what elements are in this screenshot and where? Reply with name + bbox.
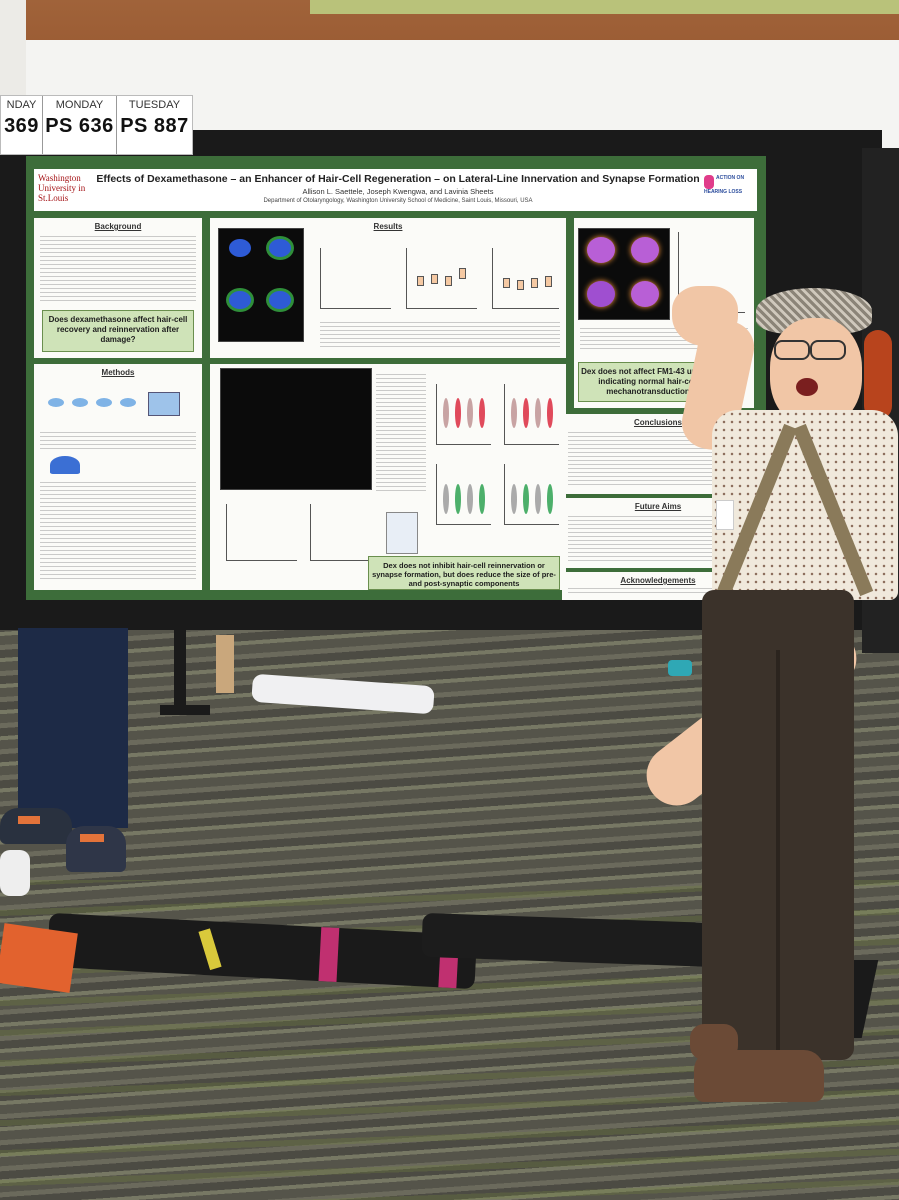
- violin-plot: [436, 464, 491, 525]
- schedule-code: PS 887: [120, 115, 189, 137]
- results-top-panel: Results: [210, 218, 566, 358]
- hand-icon: [704, 175, 714, 189]
- presenter-face: [770, 318, 862, 428]
- section-heading: Conclusions: [633, 418, 682, 427]
- schedule-day-2: MONDAY PS 636: [43, 96, 117, 154]
- microscopy-image-grid: [218, 228, 304, 342]
- section-heading: Background: [94, 222, 142, 231]
- schedule-day-label: MONDAY: [55, 99, 104, 111]
- body-text-lines: [568, 588, 748, 596]
- fish-illustration: [50, 456, 80, 474]
- bar-plot: [226, 504, 297, 561]
- session-schedule-sign: NDAY 369 MONDAY PS 636 TUESDAY PS 887: [0, 95, 193, 155]
- visitor-jeans: [18, 628, 128, 828]
- board-leg: [174, 630, 186, 710]
- section-heading: Methods: [101, 368, 135, 377]
- raised-hand: [672, 286, 738, 346]
- methods-panel: Methods: [34, 364, 202, 590]
- poster-authors: Allison L. Saettele, Joseph Kwengwa, and…: [302, 187, 494, 196]
- white-shoe: [0, 850, 30, 896]
- methods-diagram: [48, 384, 180, 424]
- schedule-day-3: TUESDAY PS 887: [117, 96, 192, 154]
- university-logo: Washington University in St.Louis: [38, 173, 86, 203]
- schedule-day-label: TUESDAY: [128, 99, 181, 111]
- illustration-inset: [386, 512, 418, 554]
- body-text-lines: [40, 482, 196, 582]
- caption-text: [376, 374, 426, 494]
- poster-title: Effects of Dexamethasone – an Enhancer o…: [96, 173, 700, 185]
- sponsor-logo: ACTION ON HEARING LOSS: [704, 175, 754, 205]
- visitor-shoe: [0, 808, 72, 844]
- violin-plot: [436, 384, 491, 445]
- background-panel: Background Does dexamethasone affect hai…: [34, 218, 202, 358]
- question-callout: Does dexamethasone affect hair-cell reco…: [42, 310, 194, 352]
- polka-dot-blouse: [712, 410, 898, 600]
- visitor-shoe: [66, 826, 126, 872]
- violin-plot: [504, 464, 559, 525]
- section-heading: Future Aims: [634, 502, 682, 511]
- sponsor-logo-text: ACTION ON HEARING LOSS: [704, 175, 745, 195]
- results-bottom-panel: Dex does not inhibit hair-cell reinnerva…: [210, 364, 566, 590]
- wall-green-stripe: [310, 0, 899, 14]
- cardboard-tube-standing: [216, 635, 234, 693]
- tube-tape: [318, 927, 340, 982]
- synapse-callout: Dex does not inhibit hair-cell reinnerva…: [368, 556, 560, 590]
- poster-header: Washington University in St.Louis Effect…: [34, 169, 757, 211]
- violin-plot: [504, 384, 559, 445]
- red-hair: [864, 330, 892, 420]
- box-plot: [406, 248, 477, 309]
- poster-affiliation: Department of Otolaryngology, Washington…: [263, 198, 533, 204]
- right-shoe: [694, 1050, 824, 1102]
- tube-tape: [198, 928, 222, 971]
- caption-text: [320, 322, 560, 350]
- section-heading: Results: [373, 222, 403, 231]
- bar-plot: [310, 504, 381, 561]
- schedule-day-label: NDAY: [6, 99, 37, 111]
- wristband: [668, 660, 692, 676]
- board-foot: [160, 705, 210, 715]
- schedule-code: PS 636: [45, 115, 114, 137]
- section-heading: Acknowledgements: [620, 576, 696, 585]
- schedule-code: 369: [4, 115, 39, 137]
- body-text-lines: [40, 236, 196, 304]
- brown-trousers: [702, 590, 854, 1060]
- research-poster: Washington University in St.Louis Effect…: [26, 156, 766, 600]
- schedule-day-1: NDAY 369: [1, 96, 43, 154]
- confocal-image-grid: [220, 368, 372, 490]
- body-text-lines: [40, 432, 196, 452]
- orange-bag: [0, 923, 78, 993]
- fm143-image-grid: [578, 228, 670, 320]
- box-plot: [320, 248, 391, 309]
- box-plot: [492, 248, 559, 309]
